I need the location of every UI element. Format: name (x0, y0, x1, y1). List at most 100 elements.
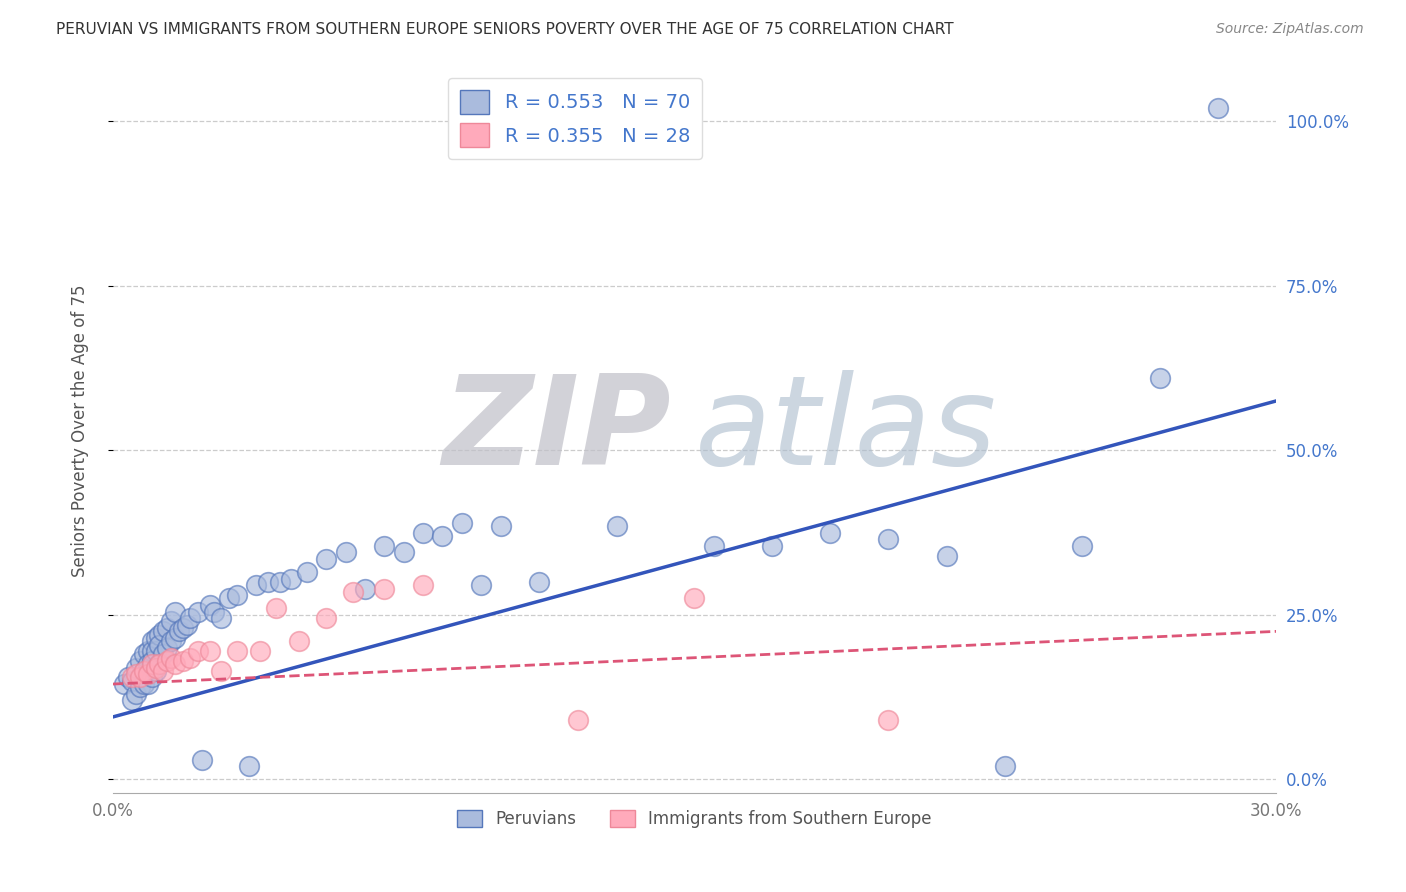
Point (160, 634, 183, 648)
Point (1206, 101, 1229, 115)
Point (342, 585, 364, 599)
Point (167, 624, 190, 639)
Point (125, 660, 148, 674)
Point (179, 650, 201, 665)
Point (129, 681, 152, 695)
Point (280, 572, 302, 586)
Point (392, 545, 415, 559)
Text: atlas: atlas (695, 370, 997, 491)
Point (877, 532, 900, 546)
Point (470, 578, 492, 592)
Point (117, 670, 139, 684)
Point (1071, 539, 1094, 553)
Point (136, 667, 159, 681)
Point (156, 621, 179, 635)
Point (198, 598, 221, 612)
Y-axis label: Seniors Poverty Over the Age of 75: Seniors Poverty Over the Age of 75 (72, 285, 89, 577)
Point (295, 565, 318, 579)
Point (141, 644, 163, 658)
Point (141, 654, 163, 668)
Point (132, 664, 155, 678)
Point (994, 759, 1017, 773)
Point (145, 660, 167, 674)
Point (412, 525, 434, 540)
Point (156, 654, 179, 668)
Point (136, 657, 159, 672)
Point (156, 640, 179, 655)
Point (269, 574, 291, 589)
Point (148, 638, 170, 652)
Point (209, 611, 232, 625)
Point (132, 677, 155, 691)
Point (249, 644, 271, 658)
Point (567, 713, 589, 727)
Point (198, 644, 221, 658)
Point (163, 631, 186, 645)
Point (877, 713, 900, 727)
Point (335, 545, 357, 559)
Point (354, 582, 377, 596)
Point (202, 605, 225, 619)
Point (245, 578, 267, 592)
Point (121, 673, 143, 688)
Point (761, 539, 783, 553)
Point (160, 615, 183, 629)
Point (935, 549, 957, 563)
Point (172, 654, 194, 668)
Point (218, 591, 240, 606)
Point (114, 677, 136, 691)
Point (132, 664, 155, 678)
Point (121, 693, 143, 707)
Point (606, 519, 628, 533)
Point (187, 644, 209, 658)
Point (163, 657, 186, 672)
Point (683, 591, 706, 606)
Point (373, 539, 395, 553)
Point (257, 574, 280, 589)
Point (136, 677, 159, 691)
Point (148, 657, 170, 672)
Point (187, 605, 209, 619)
Text: ZIP: ZIP (443, 370, 671, 491)
Point (141, 657, 163, 672)
Point (412, 578, 434, 592)
Point (176, 617, 198, 632)
Point (450, 516, 472, 530)
Point (238, 759, 260, 773)
Point (226, 644, 249, 658)
Point (125, 667, 148, 681)
Point (141, 670, 163, 684)
Point (264, 601, 287, 615)
Point (129, 654, 152, 668)
Point (489, 519, 512, 533)
Point (288, 634, 311, 648)
Point (145, 664, 167, 678)
Point (226, 588, 249, 602)
Point (152, 664, 174, 678)
Point (136, 644, 159, 658)
Point (191, 753, 214, 767)
Point (703, 539, 725, 553)
Point (432, 529, 454, 543)
Point (172, 621, 194, 635)
Point (529, 574, 551, 589)
Legend: Peruvians, Immigrants from Southern Europe: Peruvians, Immigrants from Southern Euro… (450, 804, 938, 835)
Text: Source: ZipAtlas.com: Source: ZipAtlas.com (1216, 22, 1364, 37)
Point (152, 648, 174, 662)
Point (141, 634, 163, 648)
Point (209, 664, 232, 678)
Point (145, 631, 167, 645)
Point (160, 650, 183, 665)
Point (129, 670, 152, 684)
Point (1149, 371, 1171, 385)
Point (315, 611, 337, 625)
Point (132, 648, 155, 662)
Point (152, 624, 174, 639)
Point (148, 628, 170, 642)
Point (179, 611, 201, 625)
Point (163, 605, 186, 619)
Point (125, 687, 148, 701)
Point (121, 670, 143, 684)
Point (145, 644, 167, 658)
Text: PERUVIAN VS IMMIGRANTS FROM SOUTHERN EUROPE SENIORS POVERTY OVER THE AGE OF 75 C: PERUVIAN VS IMMIGRANTS FROM SOUTHERN EUR… (56, 22, 953, 37)
